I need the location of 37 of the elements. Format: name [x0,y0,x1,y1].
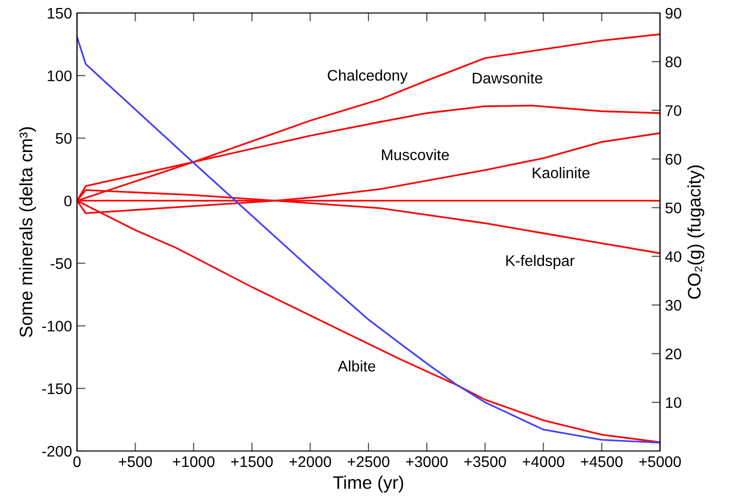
y2-tick-label: 10 [666,397,682,408]
y-tick-label: 150 [48,8,72,19]
x-tick-label: +1500 [231,456,273,468]
x-tick-label: +500 [118,456,152,468]
y2-tick-label: 80 [666,56,682,68]
x-tick-label: 0 [73,456,81,468]
y-tick-label: -100 [42,320,72,332]
x-axis-title: Time (yr) [333,476,404,492]
x-tick-label: +4500 [580,456,623,468]
annotation: Kaolinite [532,167,590,178]
y2-tick-label: 60 [666,154,682,165]
annotation: Chalcedony [328,70,408,84]
x-tick-label: +4000 [522,456,564,468]
y-tick-label: 50 [56,133,72,144]
y-tick-label: 0 [64,196,72,206]
annotation: Albite [338,360,376,372]
x-tick-label: +2000 [289,456,332,468]
y2-tick-label: 50 [665,202,682,214]
y2-tick-label: 40 [665,251,682,262]
y2-tick-label: 70 [666,105,682,116]
annotation: K-feldspar [506,254,574,270]
y2-tick-label: 20 [666,348,682,360]
y2-tick-label: 90 [666,8,682,19]
y-tick-label: 100 [48,70,72,82]
x-tick-label: +3000 [406,456,448,468]
y2-tick-label: 30 [665,300,682,311]
y2-axis-title: CO₂(g) (fugacity) [687,165,704,299]
y-tick-label: -50 [50,258,72,269]
x-tick-label: +1000 [172,456,214,468]
annotation: Dawsonite [472,72,542,84]
y-axis-title: Some minerals (delta cm³) [19,127,36,338]
x-tick-label: +3500 [464,456,506,468]
y-tick-label: -200 [42,446,72,457]
x-tick-label: +5000 [639,456,681,468]
annotation: Muscovite [382,149,449,160]
x-tick-label: +2500 [348,456,390,468]
y-tick-label: -150 [42,383,72,394]
